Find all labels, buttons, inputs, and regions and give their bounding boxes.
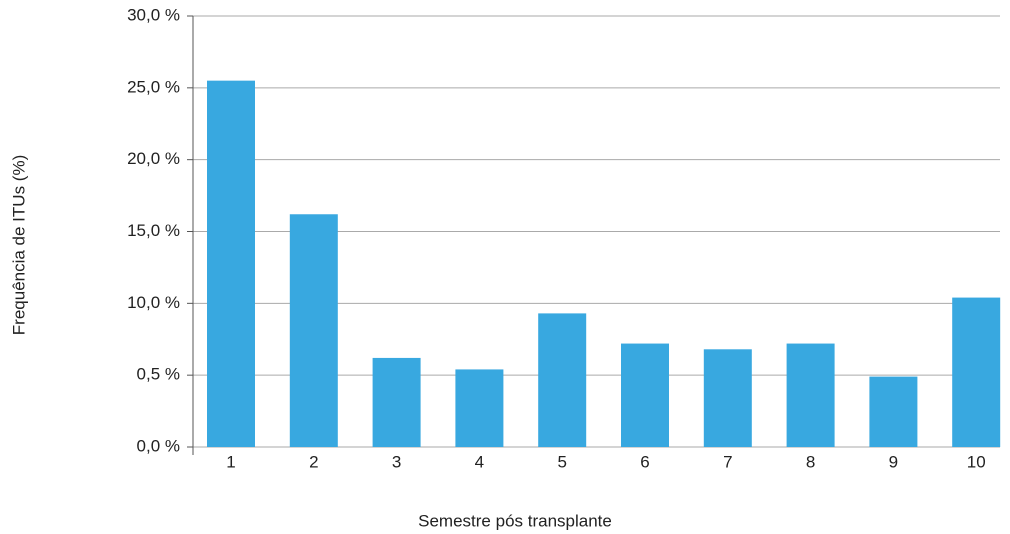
x-tick-label: 1 — [226, 452, 235, 471]
bar — [289, 214, 338, 447]
x-tick-label: 5 — [557, 452, 566, 471]
bar — [703, 349, 752, 447]
x-axis-label: Semestre pós transplante — [418, 511, 612, 530]
x-tick-label: 4 — [475, 452, 484, 471]
x-tick-label: 6 — [640, 452, 649, 471]
x-tick-label: 8 — [806, 452, 815, 471]
x-tick-label: 9 — [889, 452, 898, 471]
y-tick-label: 15,0 % — [127, 221, 180, 240]
y-tick-label: 30,0 % — [127, 5, 180, 24]
bar — [786, 343, 835, 447]
y-axis-label: Frequência de ITUs (%) — [9, 155, 28, 335]
y-tick-label: 0,0 % — [137, 436, 180, 455]
x-tick-label: 10 — [967, 452, 986, 471]
x-tick-label: 3 — [392, 452, 401, 471]
bar — [207, 80, 255, 448]
x-tick-label: 7 — [723, 452, 732, 471]
bar — [372, 357, 421, 447]
bar — [455, 369, 504, 447]
bar — [952, 297, 1001, 447]
x-tick-label: 2 — [309, 452, 318, 471]
bar — [621, 343, 669, 447]
y-tick-label: 25,0 % — [127, 77, 180, 96]
bar — [538, 313, 587, 447]
y-tick-label: 20,0 % — [127, 149, 180, 168]
bar — [869, 376, 918, 447]
y-tick-label: 10,0 % — [127, 293, 180, 312]
y-tick-label: 0,5 % — [137, 365, 180, 384]
